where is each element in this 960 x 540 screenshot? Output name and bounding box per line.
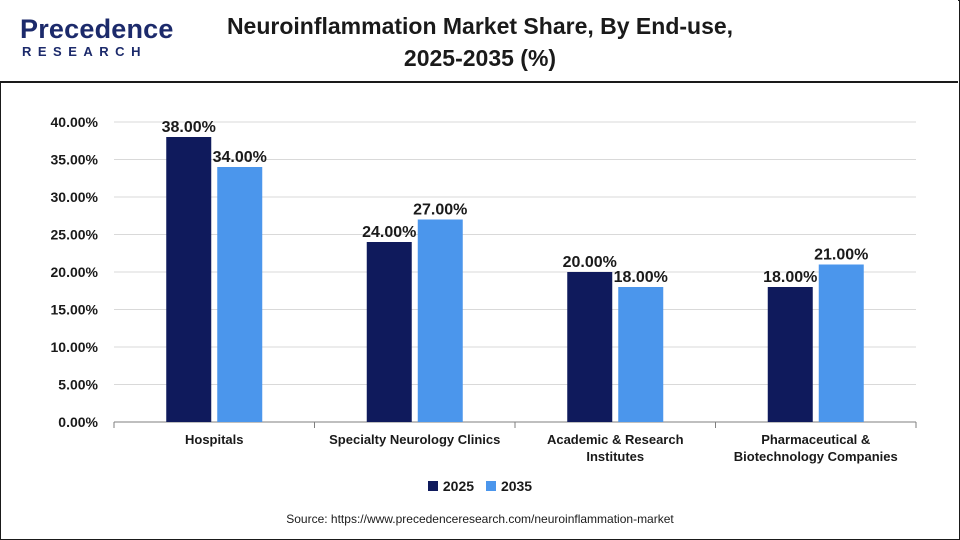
header: Precedence RESEARCH Neuroinflammation Ma… [0, 0, 958, 83]
bar-2035 [618, 287, 664, 422]
x-tick-label: Pharmaceutical & [761, 432, 870, 447]
data-label: 24.00% [362, 224, 416, 241]
legend-swatch-2035 [485, 481, 496, 491]
y-tick-label: 20.00% [51, 264, 99, 280]
x-tick-label: Biotechnology Companies [734, 449, 898, 464]
bar-2025 [366, 242, 412, 422]
chart-title: Neuroinflammation Market Share, By End-u… [200, 10, 760, 74]
y-tick-label: 40.00% [51, 114, 99, 130]
x-tick-label: Institutes [586, 449, 644, 464]
legend-label-2025: 2025 [442, 478, 475, 494]
y-tick-label: 35.00% [51, 152, 99, 168]
data-label: 18.00% [763, 269, 817, 286]
y-tick-label: 5.00% [58, 377, 98, 393]
x-tick-label: Specialty Neurology Clinics [329, 432, 500, 447]
legend-label-2035: 2035 [500, 478, 533, 494]
x-tick-label: Academic & Research [547, 432, 684, 447]
data-label: 34.00% [213, 149, 267, 166]
chart-title-line-2: 2025-2035 (%) [403, 45, 557, 71]
data-label: 38.00% [162, 119, 216, 136]
data-label: 18.00% [614, 269, 668, 286]
logo-wordmark: Precedence [20, 14, 174, 44]
brand-logo: Precedence RESEARCH [16, 14, 176, 64]
bar-2035 [217, 167, 263, 422]
y-tick-label: 25.00% [51, 227, 99, 243]
y-tick-label: 10.00% [51, 339, 99, 355]
y-tick-label: 15.00% [51, 302, 99, 318]
logo-subtitle: RESEARCH [22, 44, 147, 59]
source-note: Source: https://www.precedenceresearch.c… [286, 512, 674, 526]
bar-2025 [166, 137, 212, 422]
bar-2035 [417, 219, 463, 422]
data-label: 27.00% [413, 202, 467, 219]
legend-item-2035: 2035 [485, 478, 533, 494]
legend: 2025 2035 [0, 478, 960, 494]
chart-title-line-1: Neuroinflammation Market Share, By End-u… [226, 13, 734, 39]
bar-chart: 0.00% 5.00% 10.00% 15.00% 20.00% 25.00% 30.00%… [51, 114, 917, 464]
bar-2035 [818, 264, 864, 422]
data-label: 21.00% [814, 247, 868, 264]
bar-2025 [767, 287, 813, 422]
y-tick-label: 30.00% [51, 189, 99, 205]
legend-item-2025: 2025 [427, 478, 475, 494]
y-tick-label: 0.00% [58, 414, 98, 430]
bar-2025 [567, 272, 613, 422]
legend-swatch-2025 [427, 481, 438, 491]
data-label: 20.00% [563, 254, 617, 271]
x-tick-label: Hospitals [185, 432, 244, 447]
